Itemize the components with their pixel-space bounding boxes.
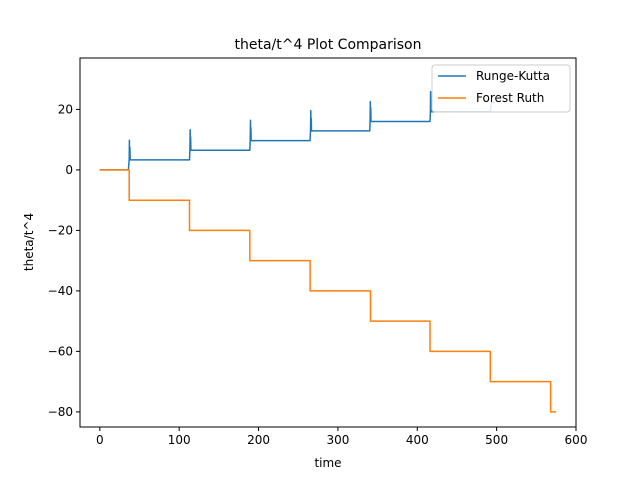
x-tick-label: 200	[247, 433, 270, 447]
x-tick-label: 500	[485, 433, 508, 447]
y-tick-label: 20	[58, 102, 73, 116]
x-tick-label: 0	[96, 433, 104, 447]
x-tick-label: 100	[168, 433, 191, 447]
y-axis-label: theta/t^4	[22, 213, 36, 271]
legend-label-forest-ruth: Forest Ruth	[476, 91, 544, 105]
y-tick-label: −40	[48, 284, 73, 298]
y-axis-ticks: −80 −60 −40 −20 0 20	[48, 102, 80, 419]
series-line-runge-kutta	[99, 90, 496, 171]
legend-label-runge-kutta: Runge-Kutta	[476, 69, 550, 83]
legend-box	[431, 64, 571, 113]
x-tick-label: 400	[406, 433, 429, 447]
series-line-forest-ruth	[99, 169, 557, 413]
x-axis-label: time	[314, 456, 341, 470]
x-axis-ticks: 0 100 200 300 400 500 600	[96, 427, 587, 447]
x-tick-label: 600	[565, 433, 588, 447]
legend: Runge-Kutta Forest Ruth	[431, 64, 571, 113]
x-tick-label: 300	[326, 433, 349, 447]
plot-frame	[79, 57, 577, 428]
chart-title: theta/t^4 Plot Comparison	[235, 37, 422, 53]
y-tick-label: −60	[48, 344, 73, 358]
series-layer	[99, 90, 557, 413]
y-tick-label: −80	[48, 405, 73, 419]
y-tick-label: −20	[48, 223, 73, 237]
y-tick-label: 0	[65, 163, 73, 177]
